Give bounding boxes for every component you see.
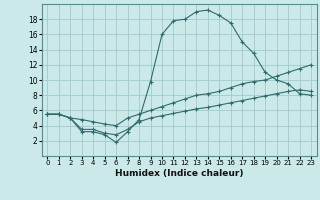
X-axis label: Humidex (Indice chaleur): Humidex (Indice chaleur) xyxy=(115,169,244,178)
